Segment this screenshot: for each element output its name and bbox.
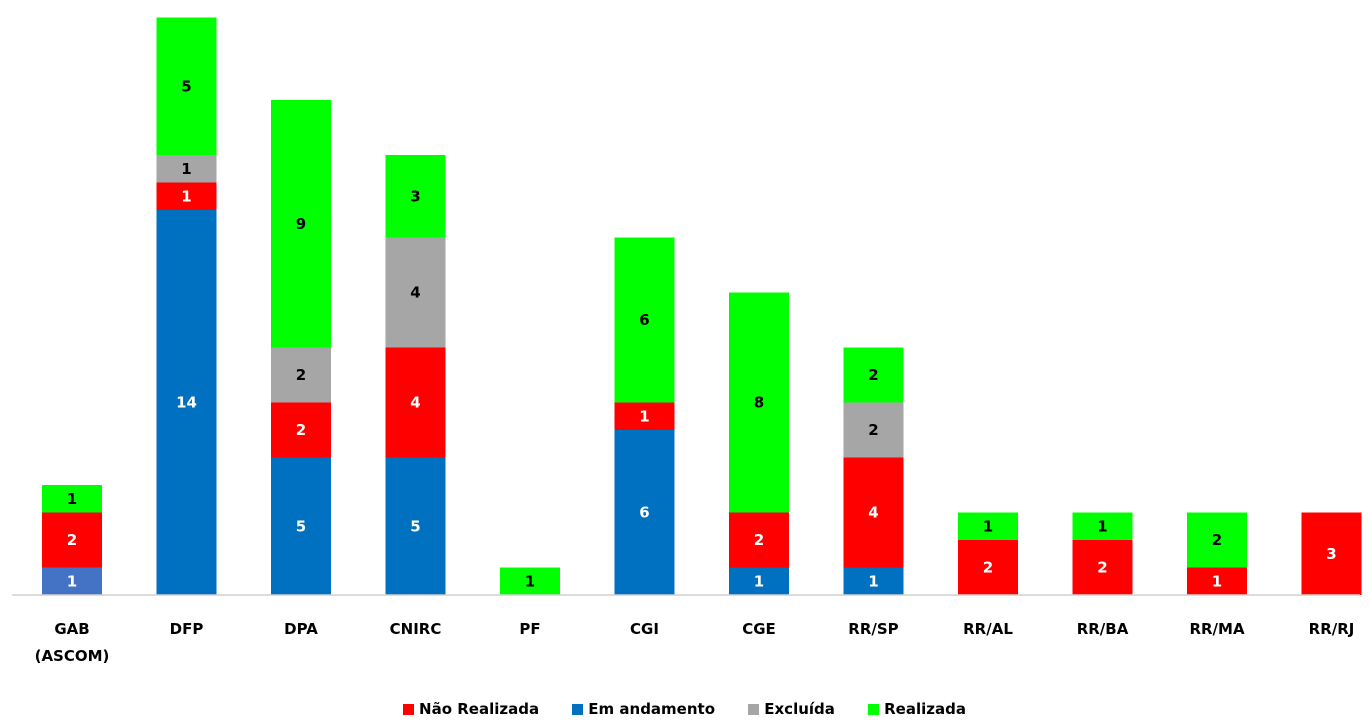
bar-segment-nao-realizada-rr-ma — [1187, 567, 1247, 595]
bar-segment-em-andamento-dpa — [271, 457, 331, 595]
bar-segment-nao-realizada-cgi — [614, 402, 675, 430]
bar-segment-em-andamento-rr-sp — [843, 567, 904, 595]
data-label-realizada-cge: 8 — [754, 394, 764, 412]
data-label-em-andamento-cnirc: 5 — [410, 517, 420, 535]
data-label-em-andamento-dfp: 14 — [176, 394, 197, 412]
data-label-em-andamento-dpa: 5 — [296, 517, 306, 535]
legend-label-nao-realizada: Não Realizada — [419, 700, 540, 718]
bar-segment-nao-realizada-rr-al — [958, 540, 1018, 595]
bar-segment-em-andamento-cgi — [614, 430, 675, 595]
bar-segment-em-andamento-gab-ascom — [42, 567, 102, 595]
data-label-nao-realizada-rr-al: 2 — [983, 559, 993, 577]
data-label-excluida-cnirc: 4 — [410, 284, 420, 302]
bar-segment-nao-realizada-rr-rj — [1301, 512, 1362, 595]
bar-segment-realizada-rr-al — [958, 512, 1018, 540]
x-tick-label-rr-ma: RR/MA — [1189, 620, 1245, 638]
x-tick-label-cgi: CGI — [630, 620, 659, 638]
legend-item-realizada: Realizada — [868, 700, 966, 718]
data-label-excluida-dfp: 1 — [181, 160, 191, 178]
data-label-nao-realizada-cge: 2 — [754, 531, 764, 549]
x-tick-label-cnirc: CNIRC — [390, 620, 442, 638]
bar-segment-nao-realizada-dpa — [271, 402, 331, 458]
bar-segment-excluida-dfp — [156, 155, 217, 183]
data-label-realizada-rr-ba: 1 — [1097, 517, 1107, 535]
data-label-nao-realizada-cgi: 1 — [639, 407, 649, 425]
data-label-nao-realizada-dfp: 1 — [181, 187, 191, 205]
x-tick-label-rr-sp: RR/SP — [848, 620, 898, 638]
x-tick-label-pf: PF — [519, 620, 540, 638]
x-tick-label-cge: CGE — [742, 620, 776, 638]
data-label-nao-realizada-cnirc: 4 — [410, 394, 420, 412]
bar-segment-nao-realizada-cge — [729, 512, 789, 568]
legend-swatch-nao-realizada — [403, 703, 415, 715]
data-label-em-andamento-cge: 1 — [754, 572, 764, 590]
bar-segment-realizada-rr-ba — [1072, 512, 1133, 540]
bar-segment-realizada-gab-ascom — [42, 485, 102, 513]
data-label-excluida-dpa: 2 — [296, 366, 306, 384]
data-label-em-andamento-gab-ascom: 1 — [67, 572, 77, 590]
x-tick-label-rr-al: RR/AL — [963, 620, 1013, 638]
bar-segment-nao-realizada-rr-sp — [843, 457, 904, 568]
data-label-nao-realizada-rr-rj: 3 — [1326, 545, 1336, 563]
data-label-nao-realizada-rr-ba: 2 — [1097, 559, 1107, 577]
legend-swatch-excluida — [748, 703, 760, 715]
bar-segment-realizada-cge — [729, 292, 789, 513]
data-label-nao-realizada-rr-ma: 1 — [1212, 572, 1222, 590]
data-label-realizada-rr-ma: 2 — [1212, 531, 1222, 549]
bar-segment-realizada-rr-ma — [1187, 512, 1247, 568]
legend-swatch-em-andamento — [572, 703, 584, 715]
legend-swatch-realizada — [868, 703, 880, 715]
data-label-em-andamento-rr-sp: 1 — [868, 572, 878, 590]
x-tick-label-gab-ascom: GAB (ASCOM) — [35, 620, 110, 665]
bar-segment-realizada-dpa — [271, 100, 331, 348]
data-label-realizada-pf: 1 — [525, 572, 535, 590]
legend-label-excluida: Excluída — [764, 700, 835, 718]
data-label-realizada-dfp: 5 — [181, 77, 191, 95]
data-label-realizada-rr-sp: 2 — [868, 366, 878, 384]
bar-segment-excluida-cnirc — [385, 237, 446, 348]
legend-item-nao-realizada: Não Realizada — [403, 700, 539, 718]
bar-segment-realizada-pf — [500, 567, 560, 595]
bar-segment-em-andamento-dfp — [156, 210, 217, 595]
data-label-realizada-cgi: 6 — [639, 311, 649, 329]
x-axis-labels: GAB (ASCOM) DFP DPA CNIRC PF CGI CGE RR/SP RR/AL R… — [35, 620, 1355, 665]
data-label-nao-realizada-gab-ascom: 2 — [67, 531, 77, 549]
bar-segment-excluida-rr-sp — [843, 402, 904, 458]
bar-segment-realizada-cnirc — [385, 155, 446, 238]
bar-segment-em-andamento-cnirc — [385, 457, 446, 595]
legend-label-em-andamento: Em andamento — [588, 700, 716, 718]
data-label-realizada-dpa: 9 — [296, 215, 306, 233]
bar-segment-nao-realizada-rr-ba — [1072, 540, 1133, 595]
data-label-excluida-rr-sp: 2 — [868, 421, 878, 439]
bar-segment-nao-realizada-dfp — [156, 182, 217, 210]
x-tick-label-rr-ba: RR/BA — [1077, 620, 1129, 638]
x-tick-label-rr-rj: RR/RJ — [1309, 620, 1355, 638]
legend-item-excluida: Excluída — [748, 700, 835, 718]
bar-segment-realizada-rr-sp — [843, 347, 904, 403]
bar-segment-excluida-dpa — [271, 347, 331, 403]
bar-segment-nao-realizada-gab-ascom — [42, 512, 102, 568]
x-tick-label-dfp: DFP — [170, 620, 204, 638]
legend: Não Realizada Em andamento Excluída Real… — [0, 700, 1369, 719]
data-label-realizada-cnirc: 3 — [410, 187, 420, 205]
data-label-realizada-rr-al: 1 — [983, 517, 993, 535]
data-label-realizada-gab-ascom: 1 — [67, 490, 77, 508]
legend-label-realizada: Realizada — [884, 700, 966, 718]
bar-segment-realizada-cgi — [614, 237, 675, 403]
data-label-nao-realizada-dpa: 2 — [296, 421, 306, 439]
data-label-nao-realizada-rr-sp: 4 — [868, 504, 878, 522]
bar-segment-realizada-dfp — [156, 17, 217, 155]
x-tick-label-dpa: DPA — [284, 620, 318, 638]
legend-item-em-andamento: Em andamento — [572, 700, 715, 718]
bar-segment-nao-realizada-cnirc — [385, 347, 446, 458]
data-label-em-andamento-cgi: 6 — [639, 504, 649, 522]
bar-segment-em-andamento-cge — [729, 567, 789, 595]
